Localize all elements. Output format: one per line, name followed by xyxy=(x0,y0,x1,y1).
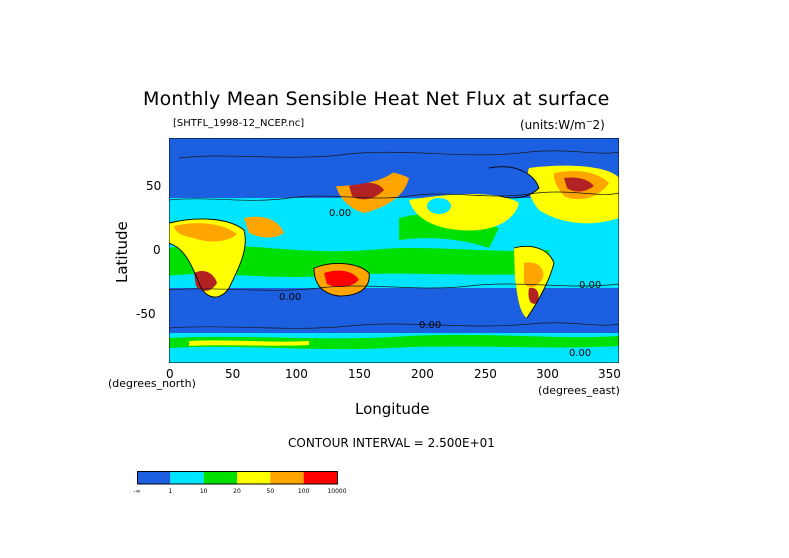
y-tick-label: -50 xyxy=(136,307,156,321)
arabia-orange xyxy=(244,216,284,238)
pacific-cyan-spot xyxy=(427,198,451,214)
colorbar-tick-label: 20 xyxy=(233,488,241,495)
x-tick-label: 100 xyxy=(285,367,308,381)
colorbar-swatch xyxy=(303,471,337,484)
y-unit-label: (degrees_north) xyxy=(108,377,196,390)
tropical-green-band xyxy=(169,244,549,277)
x-tick-label: 350 xyxy=(598,367,621,381)
southern-ocean-band xyxy=(169,288,619,333)
colorbar-swatch xyxy=(270,471,304,484)
y-tick-label: 0 xyxy=(153,243,161,257)
contour-label: 0.00 xyxy=(329,208,351,219)
gulf-stream-red xyxy=(564,177,594,192)
x-unit-label: (degrees_east) xyxy=(538,384,620,397)
kuroshio-red xyxy=(349,182,384,200)
file-label: [SHTFL_1998-12_NCEP.nc] xyxy=(173,118,305,129)
x-tick-label: 300 xyxy=(536,367,559,381)
y-tick-label: 50 xyxy=(146,179,162,193)
contour-label: 0.00 xyxy=(569,348,591,359)
colorbar-swatch xyxy=(203,471,237,484)
x-tick-label: 150 xyxy=(348,367,371,381)
colorbar-tick-label: 1 xyxy=(168,488,173,495)
asia-interior xyxy=(259,155,399,187)
units-label: (units:W/m−2) xyxy=(520,117,605,132)
chart-title: Monthly Mean Sensible Heat Net Flux at s… xyxy=(143,88,610,110)
x-tick-label: 200 xyxy=(411,367,434,381)
colorbar-swatch xyxy=(137,471,171,484)
x-tick-label: 50 xyxy=(225,367,241,381)
colorbar-tick-label: 10000 xyxy=(327,488,347,495)
colorbar-swatch xyxy=(237,471,271,484)
australia-red xyxy=(324,270,359,288)
antarctic-yellow xyxy=(189,340,309,346)
colorbar-frame xyxy=(137,471,338,485)
x-tick-label: 0 xyxy=(166,367,174,381)
colorbar-tick-label: 50 xyxy=(266,488,275,495)
contour-lines xyxy=(169,150,619,329)
north-america-land xyxy=(488,166,539,198)
sahel-orange xyxy=(174,223,237,242)
patagonia-red xyxy=(528,287,539,304)
colorbar-swatch xyxy=(170,471,204,484)
colorbar-tick-label: 100 xyxy=(297,488,310,495)
coastlines xyxy=(169,166,555,319)
south-america-orange xyxy=(524,262,544,288)
colorbar-tick-label: -∞ xyxy=(133,488,141,495)
heatmap-plot: 0.00 0.00 0.00 0.00 0.00 xyxy=(169,138,619,363)
colorbar-tick-label: 10 xyxy=(199,488,208,495)
x-axis-label: Longitude xyxy=(355,400,430,418)
y-axis-label: Latitude xyxy=(113,221,131,283)
contour-label: 0.00 xyxy=(579,280,601,291)
contour-label: 0.00 xyxy=(419,320,441,331)
contour-interval-label: CONTOUR INTERVAL = 2.500E+01 xyxy=(288,436,495,450)
contour-label: 0.00 xyxy=(279,292,301,303)
colorbar xyxy=(137,471,338,485)
x-tick-label: 250 xyxy=(474,367,497,381)
